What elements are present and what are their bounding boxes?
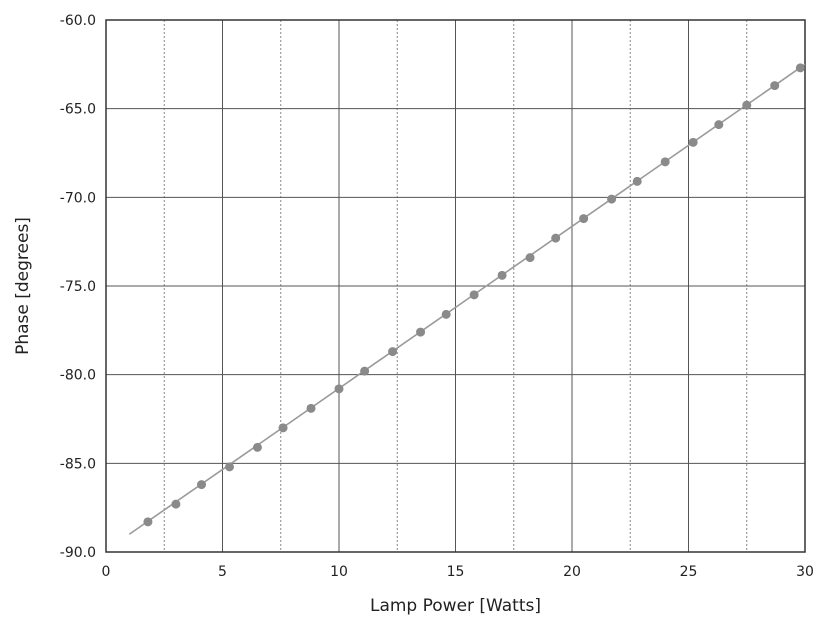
x-axis-label: Lamp Power [Watts] (370, 596, 541, 616)
data-point (441, 309, 451, 319)
data-point (632, 176, 642, 186)
series-group (128, 63, 806, 535)
data-point (416, 327, 426, 337)
y-tick-label: -90.0 (60, 545, 96, 561)
data-point (388, 347, 398, 357)
data-point (171, 499, 181, 509)
y-tick-label: -80.0 (60, 368, 96, 384)
data-point (469, 290, 479, 300)
data-point (360, 366, 370, 376)
x-tick-label: 25 (680, 564, 698, 580)
data-point (143, 517, 153, 527)
data-point (224, 462, 234, 472)
x-tick-label: 10 (330, 564, 348, 580)
y-tick-label: -70.0 (60, 190, 96, 206)
data-point (497, 270, 507, 280)
y-tick-label: -75.0 (60, 279, 96, 295)
grid (106, 20, 805, 552)
data-point (306, 403, 316, 413)
data-point (688, 137, 698, 147)
data-point (525, 253, 535, 263)
y-tick-labels: -60.0 -65.0 -70.0 -75.0 -80.0 -85.0 -90.0 (60, 13, 96, 561)
x-tick-label: 0 (102, 564, 111, 580)
y-tick-label: -60.0 (60, 13, 96, 29)
data-point (579, 214, 589, 224)
data-point (660, 157, 670, 167)
plot-frame (105, 19, 806, 553)
y-tick-label: -65.0 (60, 102, 96, 118)
data-point (742, 100, 752, 110)
x-tick-labels: 0 5 10 15 20 25 30 (102, 564, 814, 580)
x-tick-label: 5 (218, 564, 227, 580)
data-point (714, 120, 724, 130)
y-tick-label: -85.0 (60, 456, 96, 472)
data-point (197, 480, 207, 490)
x-tick-label: 20 (563, 564, 581, 580)
data-point (334, 384, 344, 394)
data-point (795, 63, 805, 73)
y-axis-label: Phase [degrees] (13, 217, 33, 355)
data-point (278, 423, 288, 433)
data-point (607, 194, 617, 204)
data-point (770, 81, 780, 91)
x-tick-label: 30 (796, 564, 814, 580)
data-point (252, 442, 262, 452)
x-tick-label: 15 (447, 564, 465, 580)
data-point (551, 233, 561, 243)
